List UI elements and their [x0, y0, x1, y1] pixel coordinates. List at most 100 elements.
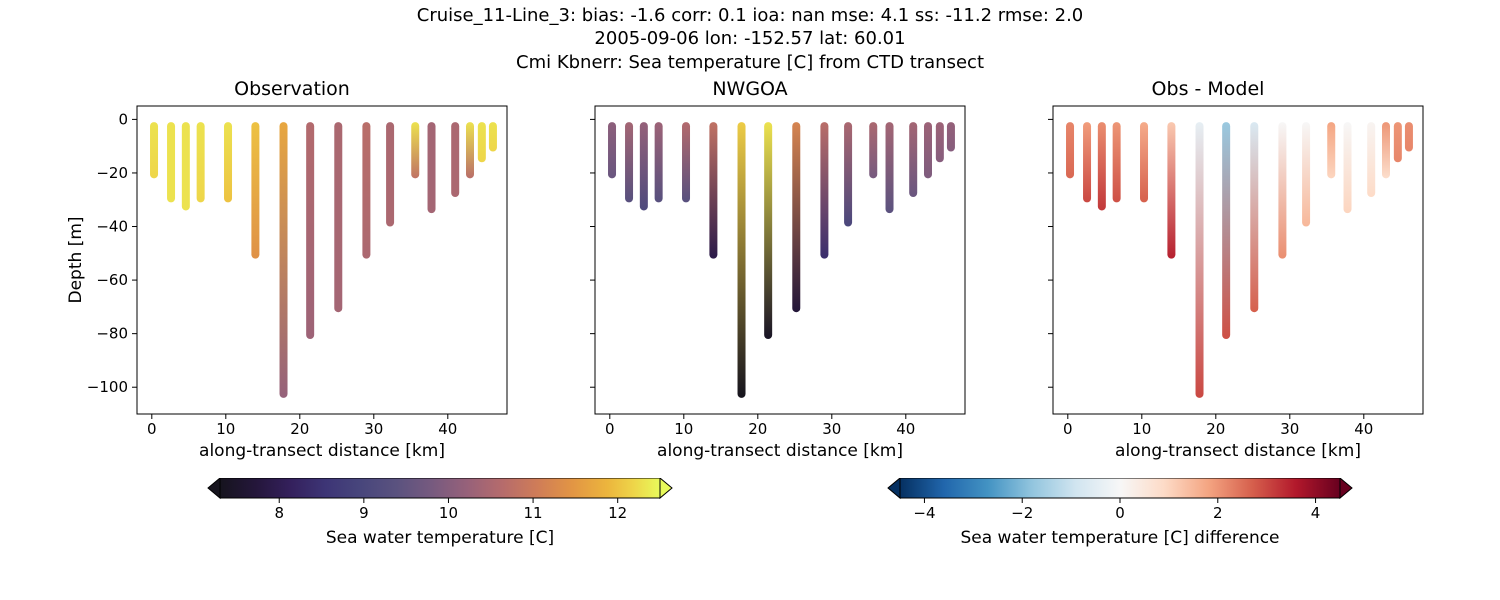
- station-bar: [224, 122, 232, 202]
- svg-text:10: 10: [439, 504, 458, 522]
- svg-text:40: 40: [896, 420, 915, 438]
- svg-text:10: 10: [674, 420, 693, 438]
- svg-text:9: 9: [359, 504, 369, 522]
- panel-svg-2: 0 10 20 30 40 along-transect distance [km]: [983, 100, 1433, 460]
- panel-0: Observation 0 10 20 30 40 along-transect dista…: [67, 78, 517, 460]
- svg-text:11: 11: [524, 504, 543, 522]
- svg-text:2: 2: [1213, 504, 1223, 522]
- suptitle: Cruise_11-Line_3: bias: -1.6 corr: 0.1 i…: [0, 0, 1500, 74]
- panels-row: Observation 0 10 20 30 40 along-transect dista…: [0, 78, 1500, 460]
- svg-text:12: 12: [608, 504, 627, 522]
- svg-text:−4: −4: [913, 504, 935, 522]
- svg-text:40: 40: [1354, 420, 1373, 438]
- station-bar: [844, 122, 852, 226]
- station-bar: [411, 122, 419, 178]
- station-bar: [1250, 122, 1258, 312]
- svg-text:−60: −60: [96, 271, 128, 289]
- svg-text:0: 0: [118, 111, 128, 129]
- station-bar: [1302, 122, 1310, 226]
- svg-text:along-transect distance [km]: along-transect distance [km]: [1115, 441, 1361, 460]
- svg-text:0: 0: [1063, 420, 1073, 438]
- station-bar: [869, 122, 877, 178]
- station-bar: [764, 122, 772, 339]
- station-bar: [886, 122, 894, 213]
- station-bar: [1140, 122, 1148, 202]
- svg-text:0: 0: [1115, 504, 1125, 522]
- station-bar: [1367, 122, 1375, 197]
- station-bar: [306, 122, 314, 339]
- colorbar: −4 −2 0 2 4 Sea water temperature [C] differe…: [880, 478, 1360, 548]
- station-bar: [820, 122, 828, 259]
- station-bar: [1196, 122, 1204, 398]
- svg-text:8: 8: [274, 504, 284, 522]
- svg-text:−40: −40: [96, 218, 128, 236]
- station-bar: [280, 122, 288, 398]
- station-bar: [947, 122, 955, 151]
- station-bar: [1382, 122, 1390, 178]
- station-bar: [1278, 122, 1286, 259]
- title-line3: Cmi Kbnerr: Sea temperature [C] from CTD…: [0, 51, 1500, 74]
- panel-svg-1: 0 10 20 30 40 along-transect distance [km]: [525, 100, 975, 460]
- station-bar: [709, 122, 717, 259]
- svg-text:4: 4: [1311, 504, 1321, 522]
- svg-text:20: 20: [290, 420, 309, 438]
- svg-text:20: 20: [1206, 420, 1225, 438]
- svg-text:30: 30: [1280, 420, 1299, 438]
- station-bar: [1066, 122, 1074, 178]
- station-bar: [386, 122, 394, 226]
- panel-title-2: Obs - Model: [983, 78, 1433, 100]
- svg-text:along-transect distance [km]: along-transect distance [km]: [657, 441, 903, 460]
- station-bar: [738, 122, 746, 398]
- station-bar: [792, 122, 800, 312]
- svg-text:10: 10: [1132, 420, 1151, 438]
- svg-text:−100: −100: [87, 378, 128, 396]
- station-bar: [1098, 122, 1106, 210]
- station-bar: [924, 122, 932, 178]
- svg-text:along-transect distance [km]: along-transect distance [km]: [199, 441, 445, 460]
- svg-text:30: 30: [364, 420, 383, 438]
- svg-text:−2: −2: [1011, 504, 1033, 522]
- svg-text:−20: −20: [96, 164, 128, 182]
- colorbar-label: Sea water temperature [C] difference: [880, 528, 1360, 548]
- station-bar: [655, 122, 663, 202]
- svg-text:10: 10: [216, 420, 235, 438]
- svg-text:40: 40: [438, 420, 457, 438]
- station-bar: [428, 122, 436, 213]
- station-bar: [608, 122, 616, 178]
- station-bar: [489, 122, 497, 151]
- title-line2: 2005-09-06 lon: -152.57 lat: 60.01: [0, 27, 1500, 50]
- panel-svg-0: 0 10 20 30 40 along-transect distance [km] 0 −2…: [67, 100, 517, 460]
- svg-text:0: 0: [605, 420, 615, 438]
- station-bar: [478, 122, 486, 162]
- station-bar: [936, 122, 944, 162]
- svg-text:Depth [m]: Depth [m]: [67, 217, 86, 304]
- station-bar: [197, 122, 205, 202]
- station-bar: [682, 122, 690, 202]
- station-bar: [1405, 122, 1413, 151]
- station-bar: [466, 122, 474, 178]
- panel-title-0: Observation: [67, 78, 517, 100]
- svg-text:−80: −80: [96, 325, 128, 343]
- station-bar: [1327, 122, 1335, 178]
- svg-text:30: 30: [822, 420, 841, 438]
- panel-2: Obs - Model 0 10 20 30 40 along-transect dista…: [983, 78, 1433, 460]
- station-bar: [909, 122, 917, 197]
- station-bar: [182, 122, 190, 210]
- colorbars-row: 89101112Sea water temperature [C]−4−2024…: [0, 478, 1500, 548]
- station-bar: [1344, 122, 1352, 213]
- station-bar: [1167, 122, 1175, 259]
- station-bar: [167, 122, 175, 202]
- station-bar: [150, 122, 158, 178]
- station-bar: [1394, 122, 1402, 162]
- panel-title-1: NWGOA: [525, 78, 975, 100]
- svg-text:0: 0: [147, 420, 157, 438]
- station-bar: [334, 122, 342, 312]
- colorbar: 89101112Sea water temperature [C]: [200, 478, 680, 548]
- svg-text:20: 20: [748, 420, 767, 438]
- station-bar: [251, 122, 259, 259]
- station-bar: [640, 122, 648, 210]
- station-bar: [362, 122, 370, 259]
- station-bar: [1113, 122, 1121, 202]
- title-line1: Cruise_11-Line_3: bias: -1.6 corr: 0.1 i…: [0, 4, 1500, 27]
- station-bar: [1222, 122, 1230, 339]
